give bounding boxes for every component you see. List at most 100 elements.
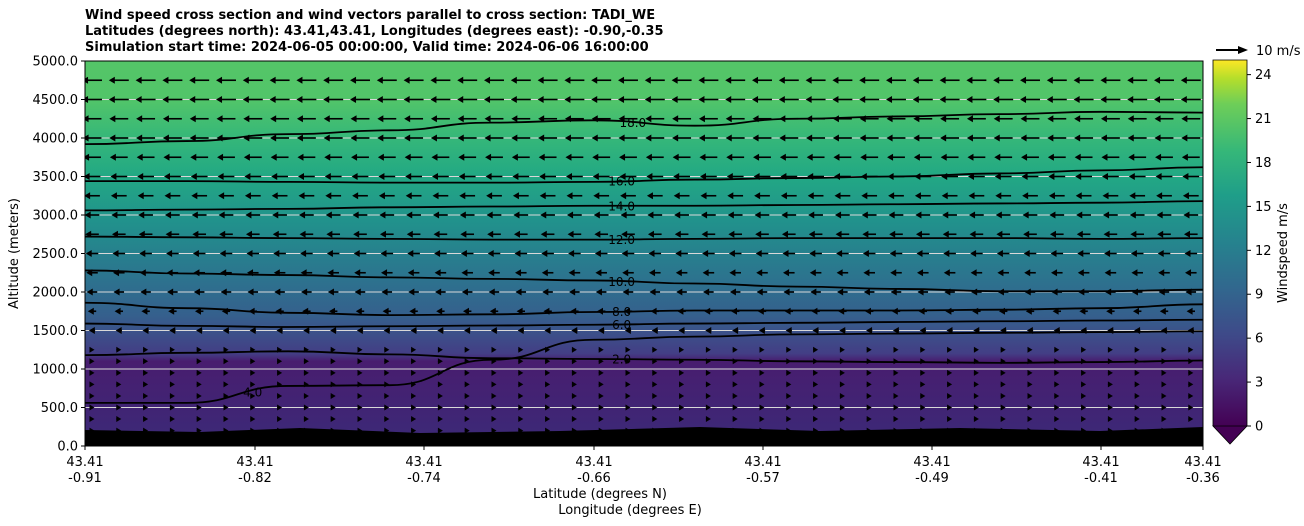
wind-vector <box>111 211 127 219</box>
wind-vector-head <box>112 250 119 257</box>
wind-vector-head <box>947 404 953 411</box>
wind-vector <box>162 76 183 84</box>
wind-vector-head <box>1161 346 1167 353</box>
wind-vector <box>786 427 792 434</box>
wind-vector-head <box>732 381 738 388</box>
wind-vector <box>143 427 149 434</box>
wind-vector <box>1127 96 1148 103</box>
wind-vector <box>705 392 711 399</box>
contour-line-14 <box>85 200 1203 212</box>
wind-vector-head <box>732 358 738 365</box>
wind-vector <box>813 369 819 376</box>
wind-vector-head <box>622 288 629 296</box>
wind-vector-head <box>920 427 926 434</box>
wind-vector-head <box>702 269 709 277</box>
wind-vector-head <box>545 358 551 365</box>
wind-vector-head <box>242 96 249 103</box>
wind-vector-head <box>484 115 491 123</box>
wind-vector <box>567 211 582 219</box>
wind-vector <box>859 115 879 123</box>
wind-vector-head <box>491 404 497 411</box>
wind-vector <box>1127 76 1148 84</box>
wind-vector <box>598 427 604 434</box>
wind-vector <box>89 416 95 423</box>
wind-vector-head <box>1159 307 1166 315</box>
wind-vector <box>1081 427 1087 434</box>
wind-vector-head <box>973 392 979 399</box>
wind-vector-head <box>116 381 122 388</box>
wind-vector-head <box>1180 76 1187 84</box>
wind-vector <box>167 288 178 296</box>
wind-vector-head <box>382 307 389 315</box>
wind-vector-head <box>890 269 897 277</box>
wind-vector <box>594 250 608 257</box>
wind-vector-head <box>511 153 518 161</box>
wind-vector <box>1000 327 1007 334</box>
wind-vector-head <box>1074 153 1081 161</box>
wind-vector-head <box>491 416 497 423</box>
wind-vector-head <box>330 404 336 411</box>
wind-vector <box>759 416 765 423</box>
wind-vector-head <box>786 404 792 411</box>
wind-vector <box>893 427 899 434</box>
wind-vector <box>135 76 156 84</box>
wind-vector-head <box>1054 416 1060 423</box>
wind-vector <box>323 134 343 142</box>
wind-vector <box>357 392 363 399</box>
wind-vector <box>357 404 363 411</box>
wind-vector <box>619 173 637 180</box>
wind-vector <box>675 269 688 277</box>
wind-vector-head <box>168 307 175 315</box>
wind-vector <box>679 369 685 376</box>
wind-vector-head <box>484 76 491 84</box>
wind-vector <box>805 76 826 84</box>
wind-vector-head <box>839 358 845 365</box>
wind-vector-head <box>191 211 198 219</box>
wind-vector <box>351 153 369 161</box>
wind-vector-head <box>1188 416 1194 423</box>
wind-vector-head <box>277 346 283 353</box>
contour-label: 10.0 <box>608 275 635 289</box>
wind-vector-head <box>966 134 973 142</box>
wind-vector <box>973 327 980 334</box>
wind-vector <box>947 346 953 353</box>
wind-vector <box>866 416 872 423</box>
wind-vector-head <box>912 96 919 103</box>
wind-vector-head <box>1024 288 1031 296</box>
wind-vector <box>1054 416 1060 423</box>
wind-vector <box>411 381 417 388</box>
wind-vector-head <box>143 427 149 434</box>
wind-vector <box>323 115 343 123</box>
wind-vector-head <box>491 346 497 353</box>
wind-vector <box>116 381 122 388</box>
wind-vector <box>545 404 551 411</box>
wind-vector <box>464 381 470 388</box>
wind-vector-head <box>725 96 732 103</box>
wind-vector-head <box>434 250 441 257</box>
wind-vector <box>513 211 529 219</box>
wind-vector-head <box>567 230 574 238</box>
wind-vector-head <box>570 307 577 315</box>
wind-vector <box>137 192 154 200</box>
wind-vector <box>813 427 819 434</box>
wind-vector-head <box>679 427 685 434</box>
wind-vector-head <box>143 392 149 399</box>
wind-vector <box>1077 250 1090 257</box>
wind-vector <box>196 381 202 388</box>
wind-vector <box>486 192 502 200</box>
wind-vector-head <box>679 346 685 353</box>
wind-vector-head <box>698 134 705 142</box>
wind-vector <box>1077 269 1090 277</box>
wind-vector <box>571 427 577 434</box>
wind-vector-head <box>759 404 765 411</box>
wind-vector-head <box>1000 327 1007 334</box>
wind-vector <box>458 173 476 180</box>
wind-vector <box>732 358 738 365</box>
wind-vector-head <box>916 250 923 257</box>
wind-vector-head <box>920 392 926 399</box>
wind-vector-head <box>116 416 122 423</box>
wind-vector <box>464 427 470 434</box>
wind-vector-head <box>430 96 437 103</box>
wind-vector <box>839 392 845 399</box>
wind-vector-head <box>1054 427 1060 434</box>
